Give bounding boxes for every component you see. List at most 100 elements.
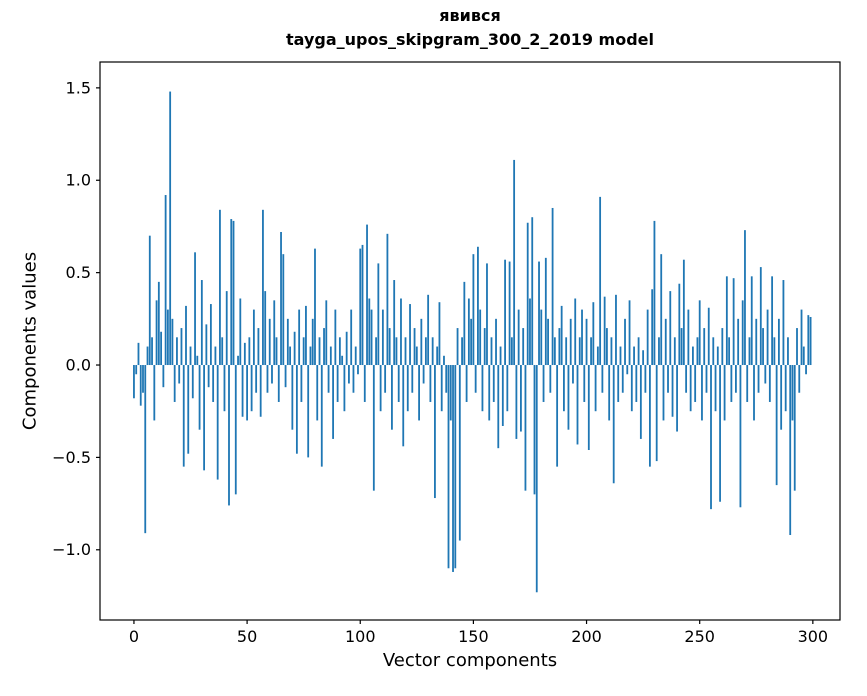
bar: [671, 365, 674, 417]
bar: [499, 346, 502, 366]
bar: [495, 318, 497, 366]
bar: [171, 318, 174, 366]
bar: [658, 337, 660, 366]
bar: [775, 365, 778, 486]
bar: [230, 219, 233, 366]
bar: [212, 365, 215, 402]
x-tick-label: 200: [571, 627, 602, 646]
bar: [610, 337, 613, 366]
bar: [538, 261, 540, 366]
bar: [445, 365, 448, 393]
bar: [581, 309, 583, 366]
bar: [764, 365, 767, 384]
bar: [501, 365, 504, 426]
bar: [777, 318, 780, 366]
bar: [162, 365, 165, 388]
bar: [404, 337, 407, 366]
bar: [467, 298, 470, 366]
bar: [633, 346, 635, 366]
bar: [787, 337, 789, 366]
bar: [789, 365, 792, 536]
bar: [137, 342, 140, 366]
bar: [565, 337, 568, 366]
bar: [735, 365, 737, 393]
bar: [615, 294, 617, 366]
bar: [160, 331, 163, 366]
bar: [271, 365, 273, 384]
bar: [200, 280, 203, 366]
bar: [506, 365, 509, 412]
bar: [741, 300, 744, 366]
bar: [176, 337, 178, 366]
bar: [635, 365, 638, 402]
bar: [590, 337, 592, 366]
bar: [316, 365, 319, 421]
bar: [257, 328, 260, 366]
bar: [707, 307, 710, 366]
bar: [807, 315, 810, 366]
bar: [592, 302, 595, 366]
bar: [420, 318, 423, 366]
bar: [664, 318, 667, 366]
bar: [655, 365, 658, 462]
bar: [372, 365, 375, 491]
bar: [805, 365, 807, 375]
bar: [300, 365, 303, 402]
bar: [334, 309, 337, 366]
bar: [142, 365, 144, 393]
bar: [434, 365, 436, 499]
bar: [547, 318, 549, 366]
bar: [164, 195, 167, 366]
bar: [594, 365, 597, 412]
bar: [429, 365, 432, 402]
bar: [155, 300, 158, 366]
bar: [214, 346, 217, 366]
bar: [685, 365, 688, 393]
bar: [540, 309, 543, 366]
bar: [617, 365, 620, 402]
bar: [680, 328, 683, 366]
bar: [146, 346, 149, 366]
bar: [621, 365, 624, 393]
bar: [710, 365, 712, 510]
bar: [280, 231, 282, 366]
bar: [768, 365, 771, 402]
bar: [472, 254, 475, 366]
bar: [332, 365, 334, 439]
bar: [759, 267, 762, 366]
bar: [809, 316, 812, 366]
bar: [563, 365, 565, 412]
bar: [348, 365, 350, 384]
bar: [504, 259, 506, 366]
bar: [325, 300, 328, 366]
bar: [289, 346, 291, 366]
bar: [766, 309, 769, 366]
bar: [295, 365, 298, 454]
bar: [551, 207, 554, 366]
bar: [669, 291, 672, 366]
bar: [447, 365, 450, 569]
bar: [207, 365, 210, 388]
bar: [585, 318, 588, 366]
bar: [262, 209, 264, 366]
bar: [166, 309, 169, 366]
bar: [135, 365, 138, 375]
bar: [510, 337, 513, 366]
bar: [345, 331, 348, 366]
bar: [275, 337, 278, 366]
bar: [800, 309, 803, 366]
bar: [250, 365, 253, 412]
bar: [780, 365, 783, 430]
bar: [422, 365, 425, 384]
bar: [698, 300, 701, 366]
bar: [343, 365, 346, 412]
bar: [151, 337, 153, 366]
bar: [359, 248, 362, 366]
bar: [452, 365, 454, 572]
bar: [409, 304, 411, 366]
chart-title: явився: [439, 6, 501, 25]
bar: [793, 365, 796, 491]
bar: [338, 337, 341, 366]
bar: [497, 365, 500, 449]
bar: [314, 248, 316, 366]
